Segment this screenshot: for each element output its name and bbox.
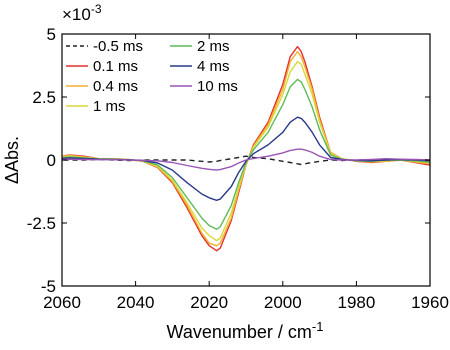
axes: 2060 2040 2020 2000 1980 1960 5 2.5 0 -2.5 -5 <box>27 25 449 312</box>
x-tick-label: 2040 <box>117 293 155 312</box>
legend-label-2-ms: 2 ms <box>197 38 230 55</box>
series-line-10-ms <box>62 148 430 171</box>
x-tick-label: 1960 <box>411 293 449 312</box>
legend-label-0-1-ms: 0.1 ms <box>93 58 138 75</box>
series-group <box>62 45 430 252</box>
x-tick-label: 2000 <box>264 293 302 312</box>
y-tick-label: 2.5 <box>32 88 56 107</box>
legend-label-4-ms: 4 ms <box>197 58 230 75</box>
plot-area <box>62 45 430 252</box>
y-multiplier-exponent: -3 <box>91 2 102 16</box>
x-tick-label: 1980 <box>337 293 375 312</box>
y-tick-label: 5 <box>47 25 56 44</box>
x-axis-title-superscript: -1 <box>312 319 324 334</box>
x-axis-title: Wavenumber / cm-1 <box>167 319 324 342</box>
legend-label-1-ms: 1 ms <box>93 98 126 115</box>
y-tick-label: 0 <box>47 151 56 170</box>
legend-label-0-4-ms: 0.4 ms <box>93 78 138 95</box>
x-tick-label: 2060 <box>43 293 81 312</box>
legend-label-0-5-ms: -0.5 ms <box>93 38 143 55</box>
legend: -0.5 ms 0.1 ms 0.4 ms 1 ms 2 ms 4 ms 10 ms <box>66 38 238 115</box>
legend-label-10-ms: 10 ms <box>197 78 238 95</box>
y-multiplier-label: ×10-3 <box>62 2 102 24</box>
y-tick-label: -2.5 <box>27 214 56 233</box>
x-tick-label: 2020 <box>190 293 228 312</box>
y-tick-label: -5 <box>41 277 56 296</box>
y-axis-title: ΔAbs. <box>2 136 22 184</box>
